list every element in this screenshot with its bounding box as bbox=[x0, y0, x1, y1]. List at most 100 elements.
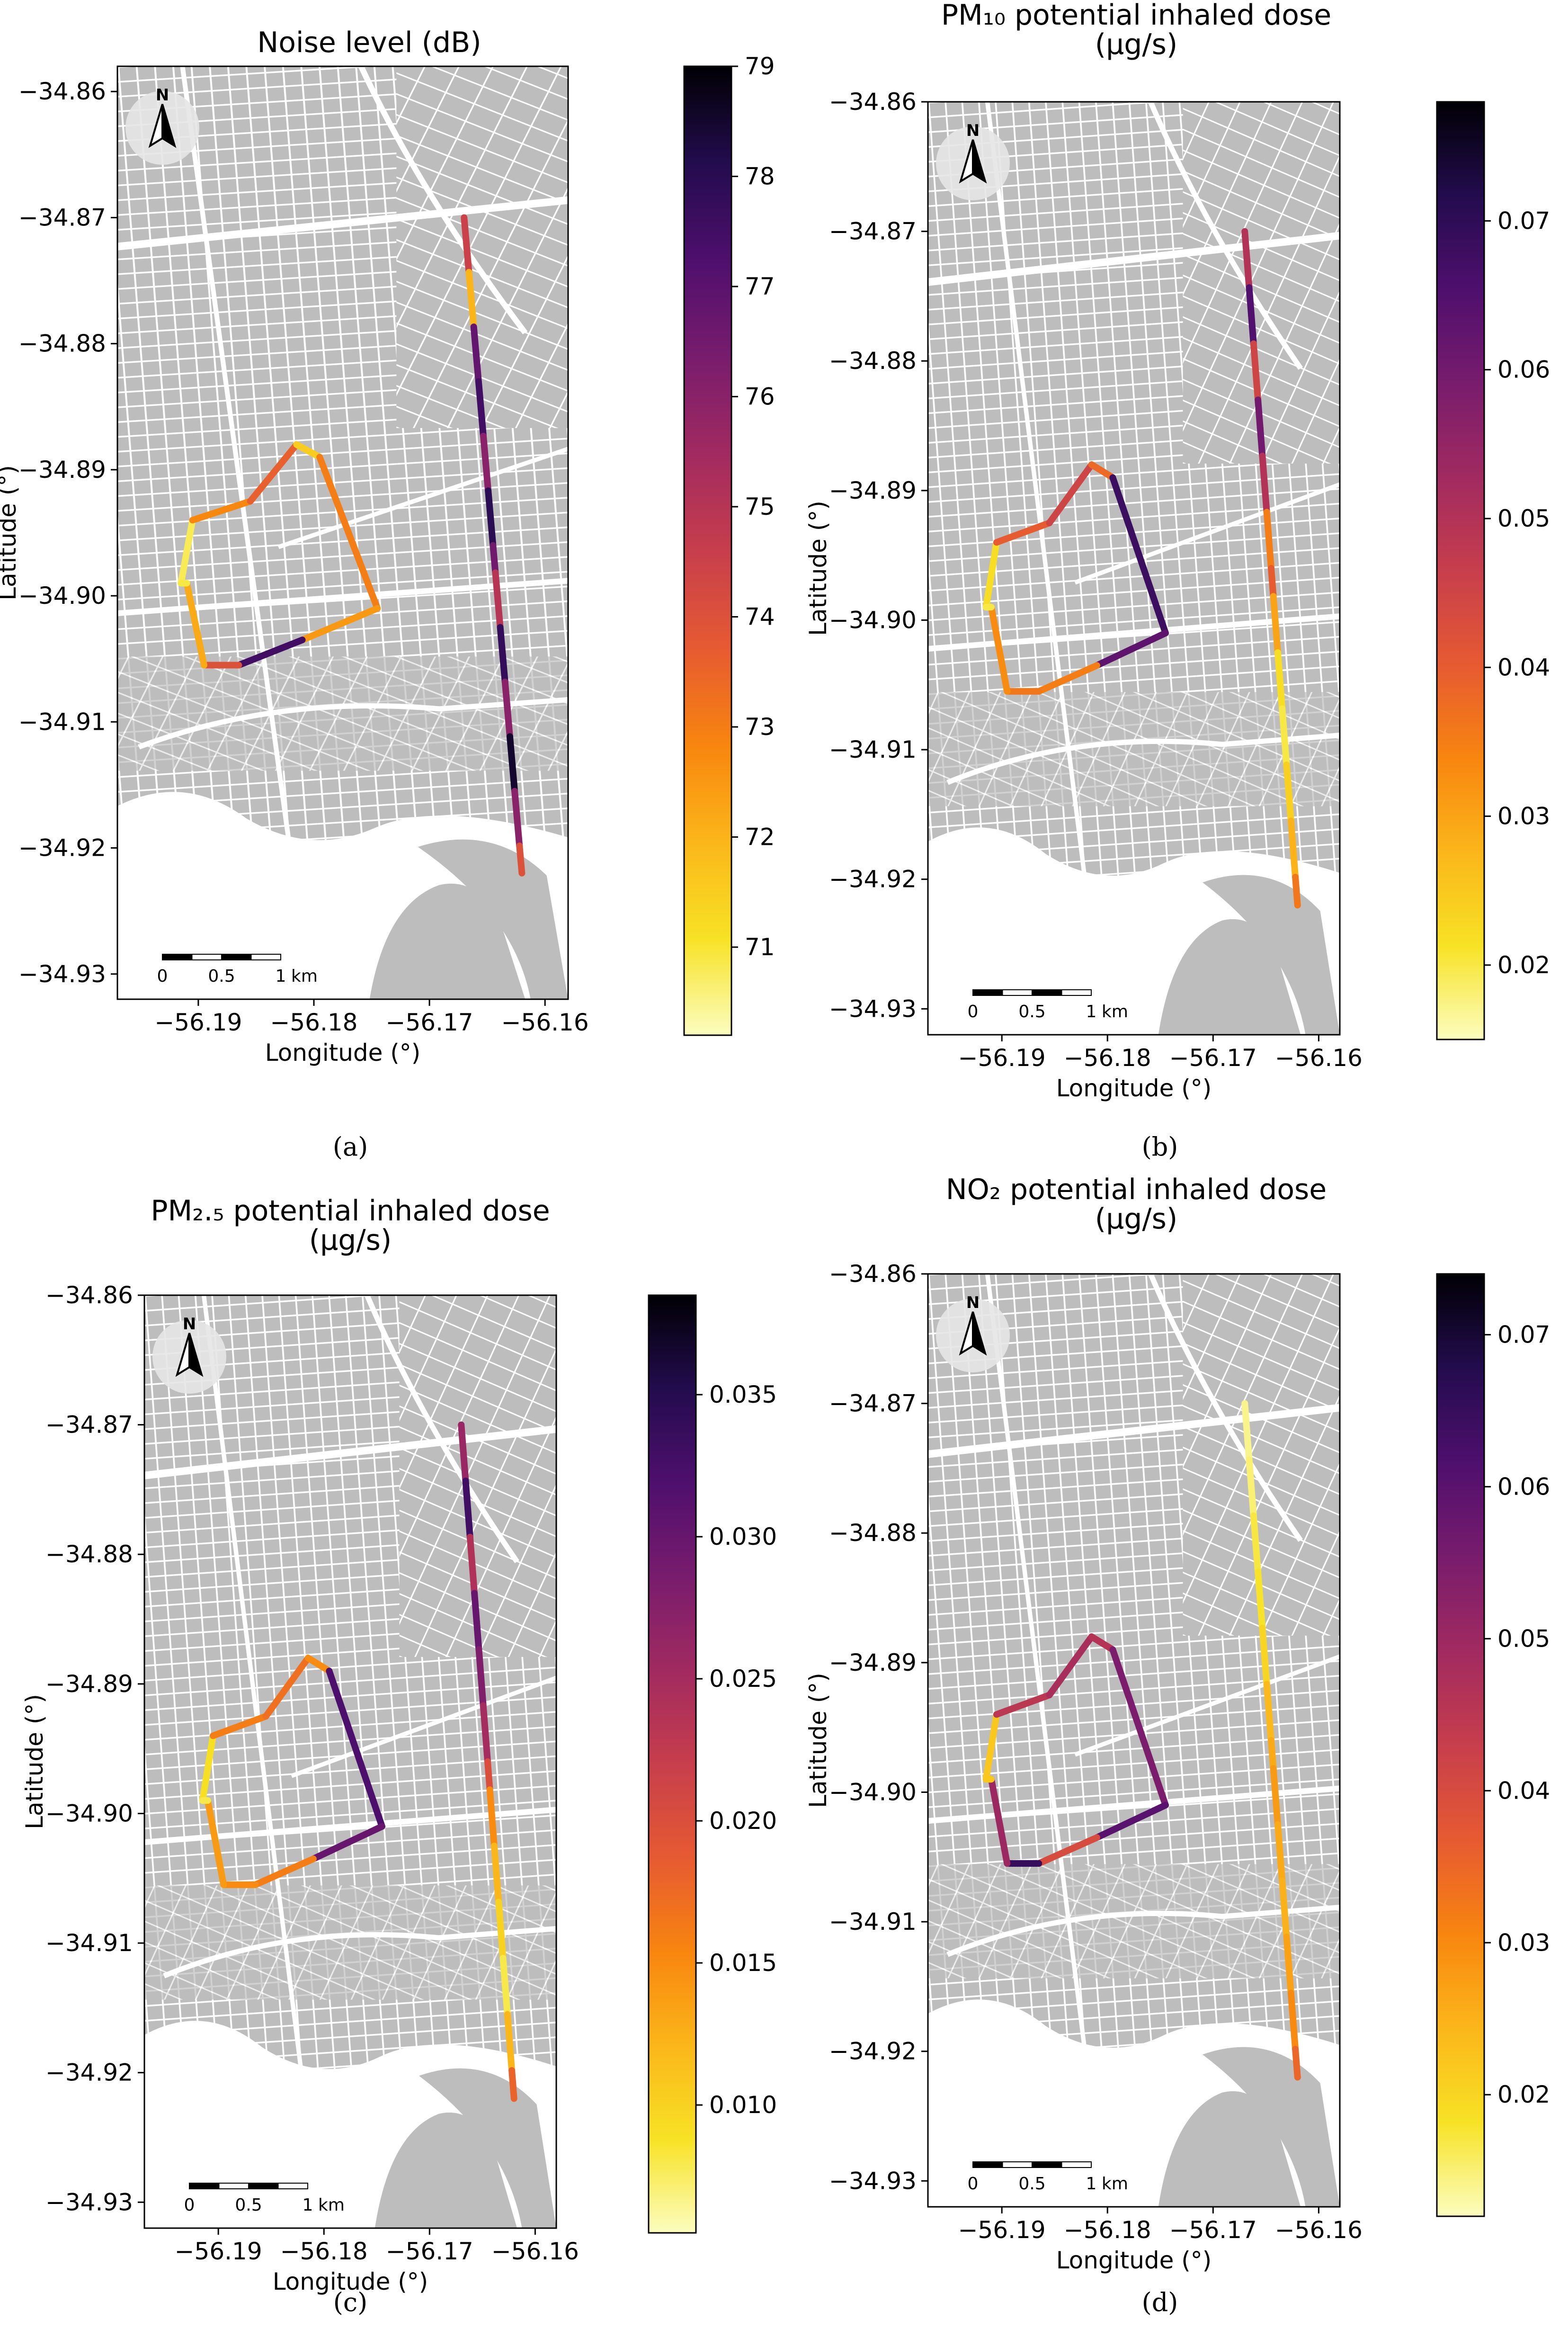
colorbar-tick-label: 0.05 bbox=[1497, 1625, 1550, 1652]
route-segment bbox=[1272, 1793, 1281, 1828]
scale-bar-label: 1 bbox=[1086, 2174, 1097, 2194]
y-tick-label: −34.92 bbox=[829, 866, 917, 893]
avenue-route bbox=[461, 214, 526, 877]
route-segment bbox=[480, 1702, 489, 1737]
y-tick-label: −34.90 bbox=[45, 1800, 133, 1827]
compass-label: N bbox=[966, 1293, 980, 1312]
route-segment bbox=[490, 542, 499, 576]
x-tick-label: −56.17 bbox=[1169, 1044, 1257, 1072]
scale-bar-label: 0 bbox=[968, 1002, 979, 1021]
route-segment bbox=[1246, 284, 1255, 319]
scale-bar: 0 0.5 1 km bbox=[968, 2161, 1128, 2194]
route-segment bbox=[499, 651, 508, 686]
route-segment bbox=[1252, 368, 1262, 403]
colorbar-gradient bbox=[683, 65, 732, 1036]
route-segment bbox=[1270, 593, 1279, 628]
route-segment bbox=[506, 733, 516, 768]
colorbar-tick-label: 0.035 bbox=[709, 1381, 777, 1408]
route-segment bbox=[1283, 1933, 1292, 1969]
y-axis-label: Latitude (°) bbox=[804, 1673, 832, 1808]
colorbar: 0.010 0.015 0.020 0.025 0.030 0.035 bbox=[648, 1294, 777, 2234]
colorbar-tick-label: 0.04 bbox=[1497, 654, 1550, 681]
y-tick-label: −34.93 bbox=[829, 995, 917, 1022]
y-tick-label: −34.87 bbox=[829, 218, 917, 245]
route-segment bbox=[485, 487, 494, 521]
scale-bar-unit: km bbox=[1102, 1002, 1128, 1021]
route-segment bbox=[1276, 1849, 1286, 1884]
route-segment bbox=[1274, 649, 1283, 684]
scale-bar: 0 0.5 1 km bbox=[157, 954, 318, 986]
route-segment bbox=[460, 1449, 469, 1485]
compass-icon: N bbox=[152, 1315, 226, 1394]
route-segment bbox=[514, 815, 523, 850]
route-segment bbox=[1246, 1456, 1255, 1491]
route-segment bbox=[1241, 1400, 1250, 1435]
scale-bar-label: 0 bbox=[157, 967, 168, 986]
colorbar: 0.02 0.03 0.04 0.05 0.06 0.07 bbox=[1436, 101, 1550, 1040]
route-segment bbox=[1248, 312, 1257, 347]
route-segment bbox=[472, 350, 482, 385]
compass-icon: N bbox=[936, 1293, 1010, 1372]
scale-bar-label: 0.5 bbox=[1018, 2174, 1045, 2194]
y-tick-label: −34.87 bbox=[45, 1411, 133, 1439]
y-tick-label: −34.89 bbox=[18, 456, 106, 484]
x-tick-label: −56.16 bbox=[1275, 2216, 1363, 2244]
panel-caption: (b) bbox=[1142, 1132, 1178, 1162]
panel-c: PM₂.₅ potential inhaled dose (μg/s) N 0 0.5 1… bbox=[21, 1194, 777, 2317]
colorbar-tick-label: 0.04 bbox=[1497, 1777, 1550, 1804]
y-tick-label: −34.87 bbox=[829, 1390, 917, 1417]
y-tick-label: −34.93 bbox=[45, 2188, 133, 2216]
y-tick-label: −34.91 bbox=[829, 736, 917, 763]
y-tick-label: −34.87 bbox=[18, 204, 106, 231]
route-segment bbox=[1248, 1484, 1257, 1519]
colorbar-tick-label: 0.05 bbox=[1497, 505, 1550, 532]
y-tick-label: −34.91 bbox=[829, 1908, 917, 1935]
x-axis-label: Longitude (°) bbox=[1056, 1075, 1212, 1102]
avenue-route bbox=[1241, 1400, 1301, 2081]
route-segment bbox=[1243, 1428, 1253, 1463]
y-tick-label: −34.88 bbox=[829, 347, 917, 375]
route-segment bbox=[464, 1505, 473, 1541]
scale-bar-unit: km bbox=[318, 2195, 345, 2215]
y-tick-label: −34.88 bbox=[18, 330, 106, 358]
route-segment bbox=[1261, 1653, 1270, 1688]
y-tick-label: −34.92 bbox=[18, 834, 106, 862]
colorbar-tick-label: 0.07 bbox=[1497, 1321, 1550, 1348]
plot-frame bbox=[927, 1273, 1341, 2208]
route-segment bbox=[475, 1646, 485, 1681]
scale-bar-unit: km bbox=[1102, 2174, 1128, 2194]
route-segment bbox=[484, 1758, 493, 1793]
basemap bbox=[140, 1290, 561, 2228]
x-tick-label: −56.19 bbox=[154, 1009, 242, 1036]
y-tick-label: −34.86 bbox=[45, 1281, 133, 1309]
route-segment bbox=[468, 296, 477, 331]
route-segment bbox=[509, 761, 518, 795]
route-segment bbox=[1259, 452, 1268, 488]
y-tick-label: −34.92 bbox=[45, 2059, 133, 2087]
colorbar-tick-label: 76 bbox=[745, 383, 775, 411]
x-axis-label: Longitude (°) bbox=[1056, 2247, 1212, 2274]
route-segment bbox=[1241, 228, 1250, 263]
route-segment bbox=[1285, 1962, 1294, 1997]
colorbar-tick-label: 0.02 bbox=[1497, 2081, 1550, 2108]
x-tick-label: −56.18 bbox=[270, 1009, 357, 1036]
colorbar-tick-label: 75 bbox=[745, 493, 775, 520]
y-tick-label: −34.86 bbox=[829, 88, 917, 116]
route-segment bbox=[1268, 565, 1277, 600]
route-segment bbox=[497, 624, 506, 658]
colorbar-tick-label: 71 bbox=[745, 933, 775, 961]
colorbar: 0.02 0.03 0.04 0.05 0.06 0.07 bbox=[1436, 1273, 1550, 2217]
route-segment bbox=[1259, 1624, 1268, 1660]
x-tick-label: −56.19 bbox=[175, 2238, 262, 2265]
y-tick-label: −34.93 bbox=[829, 2167, 917, 2195]
route-segment bbox=[469, 1562, 478, 1597]
scale-bar-label: 0 bbox=[968, 2174, 979, 2194]
colorbar-gradient bbox=[648, 1294, 697, 2234]
route-segment bbox=[1263, 509, 1273, 544]
panel-a: Noise level (dB) N 0 0.5 1 km −56.19 −56.18 −56.… bbox=[0, 26, 775, 1162]
colorbar-tick-label: 0.03 bbox=[1497, 1929, 1550, 1956]
route-segment bbox=[511, 788, 521, 822]
panel-b: PM₁₀ potential inhaled dose (μg/s) N 0 0.5 1 k… bbox=[804, 0, 1550, 1162]
y-tick-label: −34.91 bbox=[18, 708, 106, 735]
x-tick-label: −56.18 bbox=[1064, 1044, 1151, 1072]
